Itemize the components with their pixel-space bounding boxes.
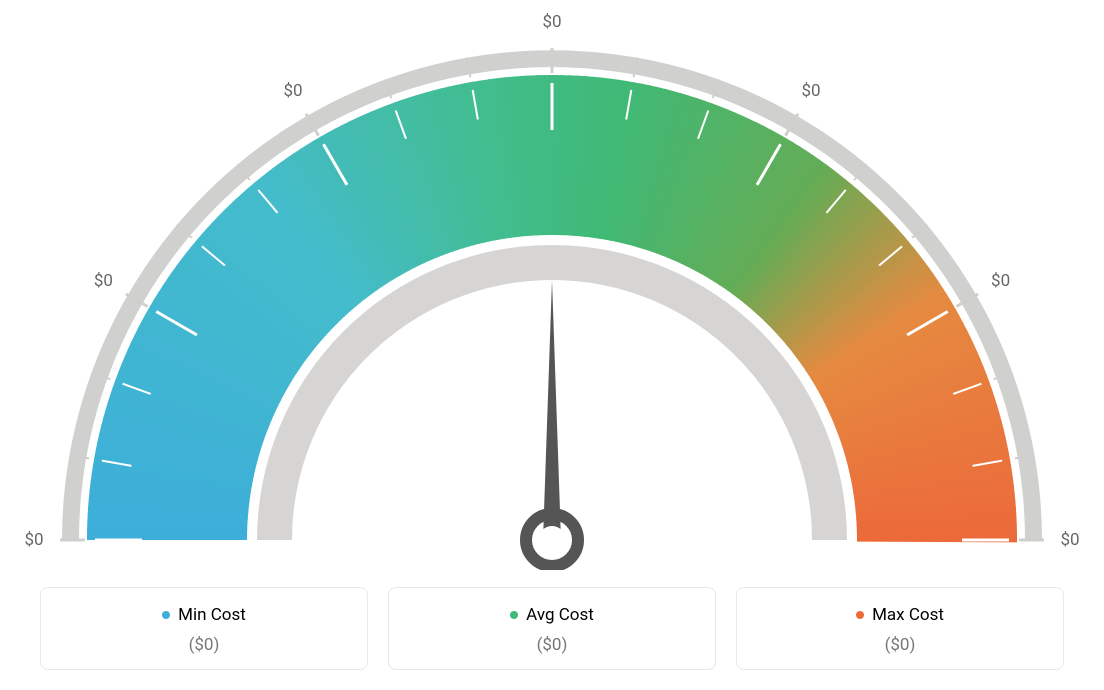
gauge-tick-label: $0: [801, 81, 820, 101]
gauge-tick-label: $0: [1060, 530, 1079, 550]
legend-label: Max Cost: [872, 605, 944, 625]
cost-gauge: $0 $0 $0 $0 $0 $0 $0: [0, 0, 1104, 560]
legend-label: Avg Cost: [526, 605, 594, 625]
gauge-tick-label: $0: [24, 530, 43, 550]
legend-row: Min Cost ($0) Avg Cost ($0) Max Cost ($0…: [40, 587, 1064, 670]
legend-value: ($0): [51, 635, 357, 655]
legend-value: ($0): [747, 635, 1053, 655]
legend-card-avg: Avg Cost ($0): [388, 587, 716, 670]
gauge-tick-label: $0: [991, 271, 1010, 291]
legend-label: Min Cost: [178, 605, 246, 625]
legend-title-max: Max Cost: [856, 605, 944, 625]
legend-card-min: Min Cost ($0): [40, 587, 368, 670]
gauge-svg: [0, 10, 1104, 570]
legend-title-avg: Avg Cost: [510, 605, 594, 625]
legend-title-min: Min Cost: [162, 605, 246, 625]
legend-card-max: Max Cost ($0): [736, 587, 1064, 670]
dot-icon: [510, 611, 518, 619]
gauge-tick-label: $0: [542, 12, 561, 32]
gauge-tick-label: $0: [283, 81, 302, 101]
legend-value: ($0): [399, 635, 705, 655]
dot-icon: [856, 611, 864, 619]
dot-icon: [162, 611, 170, 619]
gauge-tick-label: $0: [94, 271, 113, 291]
